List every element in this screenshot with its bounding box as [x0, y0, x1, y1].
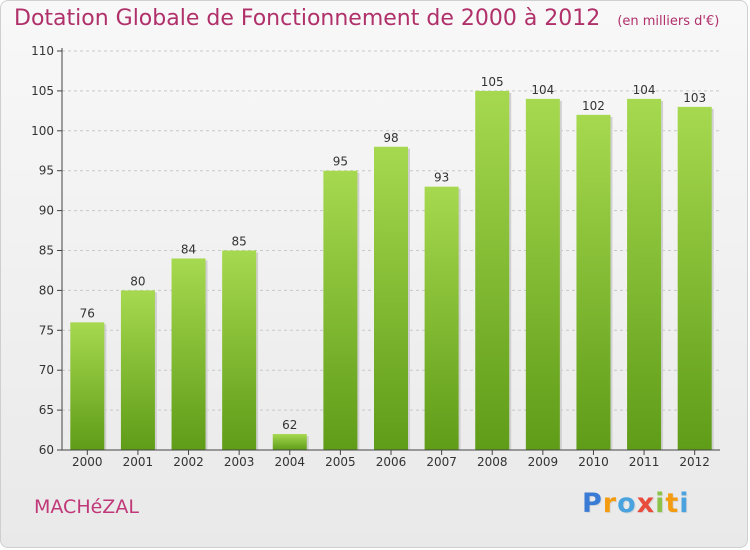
bar — [374, 146, 408, 450]
bar — [525, 98, 560, 450]
y-tick-label: 90 — [39, 204, 54, 218]
y-tick-label: 80 — [39, 283, 54, 297]
bar-value-label: 76 — [80, 306, 95, 320]
commune-name: MACHéZAL — [34, 496, 139, 518]
bar-value-label: 84 — [181, 242, 196, 256]
x-tick-label: 2003 — [224, 455, 255, 469]
x-tick-label: 2000 — [72, 455, 103, 469]
x-tick-label: 2004 — [274, 455, 305, 469]
bar — [171, 258, 206, 450]
bar — [120, 290, 155, 450]
logo-letter: P — [582, 488, 603, 519]
y-tick-label: 85 — [39, 244, 54, 258]
x-tick-label: 2009 — [528, 455, 559, 469]
y-tick-label: 95 — [39, 164, 54, 178]
y-tick-label: 60 — [39, 443, 54, 457]
bar-value-label: 93 — [434, 171, 449, 185]
y-tick-label: 105 — [31, 84, 54, 98]
y-tick-label: 100 — [31, 124, 54, 138]
bar-value-label: 98 — [383, 131, 398, 145]
x-tick-label: 2006 — [376, 455, 407, 469]
bar — [677, 106, 712, 451]
x-tick-label: 2012 — [679, 455, 710, 469]
chart-subtitle: (en milliers d'€) — [617, 14, 720, 29]
bar-value-label: 103 — [683, 91, 706, 105]
y-tick-label: 75 — [39, 323, 54, 337]
logo-letter: x — [636, 488, 656, 519]
proxiti-logo[interactable]: Proxiti — [582, 488, 690, 519]
logo-letter: o — [617, 488, 637, 519]
y-tick-label: 65 — [39, 403, 54, 417]
logo-letter: r — [602, 488, 618, 519]
y-tick-label: 70 — [39, 363, 54, 377]
x-tick-label: 2005 — [325, 455, 356, 469]
x-tick-label: 2011 — [629, 455, 660, 469]
logo-letter: t — [665, 488, 680, 519]
bar-value-label: 62 — [282, 418, 297, 432]
bar-value-label: 104 — [531, 83, 554, 97]
bar-value-label: 104 — [633, 83, 656, 97]
bar — [70, 322, 105, 450]
x-tick-label: 2002 — [173, 455, 204, 469]
bar — [424, 186, 459, 450]
logo-letter: i — [655, 488, 666, 519]
bar-value-label: 105 — [481, 75, 504, 89]
bar-value-label: 85 — [232, 235, 247, 249]
chart-title: Dotation Globale de Fonctionnement de 20… — [14, 6, 719, 31]
y-tick-label: 110 — [31, 44, 54, 58]
bar-value-label: 102 — [582, 99, 605, 113]
bar — [576, 114, 611, 450]
bar — [475, 90, 510, 451]
x-tick-label: 2010 — [578, 455, 609, 469]
bar-value-label: 95 — [333, 155, 348, 169]
x-tick-label: 2008 — [477, 455, 508, 469]
bar — [272, 434, 307, 450]
bar-value-label: 80 — [130, 274, 145, 288]
bar — [627, 98, 662, 450]
chart-title-text: Dotation Globale de Fonctionnement de 20… — [14, 6, 601, 31]
x-tick-label: 2001 — [123, 455, 154, 469]
bar — [323, 170, 358, 450]
x-tick-label: 2007 — [426, 455, 457, 469]
bar — [222, 250, 257, 450]
logo-letter: i — [679, 488, 690, 519]
